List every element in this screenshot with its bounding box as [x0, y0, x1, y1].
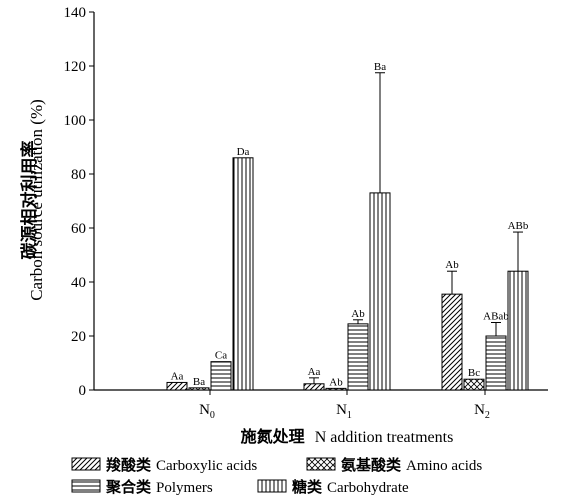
legend-swatch	[306, 457, 336, 471]
x-axis-title: 施氮处理 N addition treatments	[241, 427, 454, 446]
x-tick-label: N2	[474, 402, 490, 421]
bar	[441, 293, 463, 391]
significance-label: Ca	[215, 350, 227, 362]
y-tick-label: 40	[71, 275, 86, 291]
significance-label: Ba	[374, 61, 386, 73]
bar	[325, 387, 347, 391]
legend-swatch	[257, 479, 287, 493]
legend: 羧酸类 Carboxylic acids 氨基酸类 Amino acids 聚合类 Pol…	[71, 456, 482, 496]
bar	[463, 378, 485, 391]
x-axis-title-en: N addition treatments	[315, 429, 454, 446]
y-tick-label: 100	[64, 113, 87, 129]
significance-label: ABab	[483, 311, 509, 323]
significance-label: Bc	[468, 367, 480, 379]
bar	[485, 335, 507, 391]
y-tick-label: 140	[64, 5, 87, 21]
legend-entry: 糖类 Carbohydrate	[292, 478, 409, 496]
y-tick-label: 120	[64, 59, 87, 75]
bar	[232, 157, 254, 391]
bar	[303, 383, 325, 391]
legend-swatch	[71, 479, 101, 493]
y-axis-title-zh: 碳源相对利用率	[19, 141, 40, 260]
bar	[369, 192, 391, 391]
significance-label: Ab	[329, 376, 343, 388]
x-axis-title-zh: 施氮处理	[241, 427, 305, 446]
y-tick-label: 0	[79, 383, 87, 399]
y-tick-label: 60	[71, 221, 86, 237]
bar	[210, 361, 232, 391]
legend-entry: 氨基酸类 Amino acids	[341, 456, 482, 474]
legend-entry: 羧酸类 Carboxylic acids	[106, 456, 257, 474]
significance-label: Ab	[445, 259, 459, 271]
significance-label: Aa	[171, 370, 184, 382]
y-axis-title: 碳源相对利用率 Carbon source utilization (%)	[19, 99, 46, 301]
bars: Aa Aa Ab Ba Ab Bc Ca Ab ABab Da Ba ABb	[166, 61, 529, 391]
bar	[347, 323, 369, 391]
x-tick-label: N1	[336, 402, 352, 421]
significance-label: Ab	[351, 308, 365, 320]
y-tick-label: 80	[71, 167, 86, 183]
bar	[507, 270, 529, 391]
significance-label: Da	[237, 146, 250, 158]
legend-entry: 聚合类 Polymers	[105, 478, 213, 496]
significance-label: Aa	[308, 366, 321, 378]
x-ticks: N0 N1 N2	[199, 390, 490, 421]
significance-label: ABb	[508, 220, 529, 232]
x-tick-label: N0	[199, 402, 215, 421]
bar	[166, 381, 188, 391]
y-ticks: 0 20 40 60 80 100 120 140	[64, 5, 94, 399]
y-axis-title-en: Carbon source utilization (%)	[27, 99, 46, 301]
significance-label: Ba	[193, 376, 205, 388]
y-tick-label: 20	[71, 329, 86, 345]
legend-swatch	[71, 457, 101, 471]
bar	[188, 387, 210, 391]
